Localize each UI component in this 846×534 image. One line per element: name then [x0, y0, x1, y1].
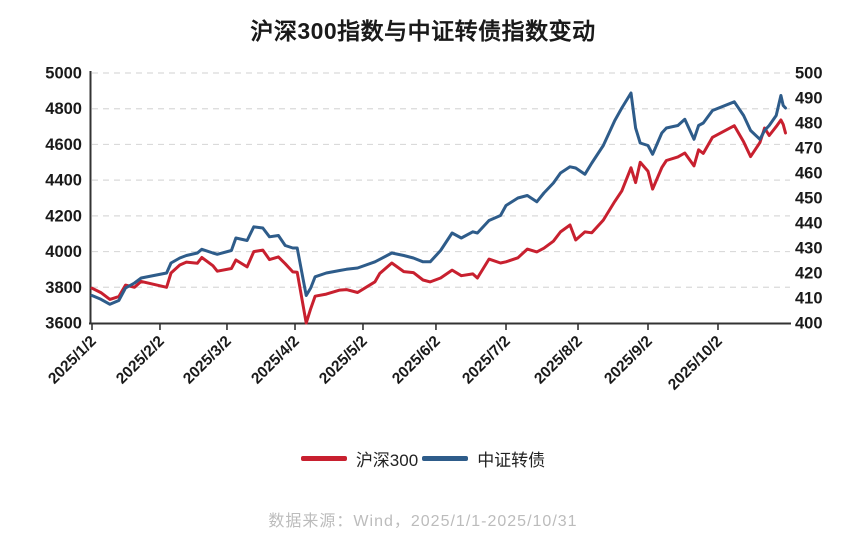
left-tick-label: 4000 [45, 243, 82, 261]
left-tick-label: 4800 [45, 100, 82, 118]
left-tick-label: 3600 [45, 315, 82, 333]
left-tick-label: 4200 [45, 207, 82, 225]
axes [89, 71, 791, 325]
right-tick-label: 470 [795, 140, 823, 158]
right-tick-label: 420 [795, 265, 823, 283]
right-tick-label: 430 [795, 240, 823, 258]
x-tick-label: 2025/1/2 [45, 333, 100, 388]
legend-swatch-csi300 [300, 456, 347, 461]
legend-swatch-cvtbond [422, 456, 469, 461]
chart-canvas: 5000 4800 4600 4400 4200 4000 3800 3600 500 490 48… [45, 65, 823, 394]
data-source-footer: 数据来源：Wind，2025/1/1-2025/10/31 [268, 513, 578, 530]
x-tick-label: 2025/9/2 [601, 333, 656, 388]
x-axis-labels: 2025/1/2 2025/2/2 2025/3/2 2025/4/2 2025/5/2… [45, 333, 726, 394]
legend-label-cvtbond: 中证转债 [477, 451, 546, 470]
x-tick-label: 2025/8/2 [531, 333, 586, 388]
x-tick-label: 2025/4/2 [248, 333, 303, 388]
chart-title: 沪深300指数与中证转债指数变动 [250, 18, 596, 44]
x-tick-label: 2025/6/2 [389, 333, 444, 388]
left-tick-label: 5000 [45, 65, 82, 83]
y-axis-right-labels: 500 490 480 470 460 450 440 430 420 410 400 [795, 65, 823, 333]
left-tick-label: 4600 [45, 136, 82, 154]
right-tick-label: 410 [795, 290, 823, 308]
csi300-line [90, 118, 787, 325]
legend-label-csi300: 沪深300 [355, 451, 419, 470]
left-tick-label: 3800 [45, 279, 82, 297]
legend-item-cvtbond: 中证转债 [422, 446, 545, 471]
left-tick-label: 4400 [45, 172, 82, 190]
right-tick-label: 500 [795, 65, 823, 83]
y-axis-left-labels: 5000 4800 4600 4400 4200 4000 3800 3600 [45, 65, 82, 333]
right-tick-label: 490 [795, 90, 823, 108]
right-tick-label: 450 [795, 190, 823, 208]
right-tick-label: 460 [795, 165, 823, 183]
right-tick-label: 440 [795, 215, 823, 233]
right-tick-label: 400 [795, 315, 823, 333]
x-tick-label: 2025/5/2 [316, 333, 371, 388]
legend: 沪深300 中证转债 [0, 446, 846, 471]
legend-item-csi300: 沪深300 [300, 446, 419, 471]
x-tick-label: 2025/3/2 [180, 333, 235, 388]
x-tick-label: 2025/7/2 [459, 333, 514, 388]
x-tick-label: 2025/10/2 [665, 333, 726, 394]
cvtbond-line [90, 91, 787, 306]
x-axis-ticks [91, 324, 719, 330]
gridlines [92, 72, 790, 288]
x-tick-label: 2025/2/2 [113, 333, 168, 388]
right-tick-label: 480 [795, 115, 823, 133]
